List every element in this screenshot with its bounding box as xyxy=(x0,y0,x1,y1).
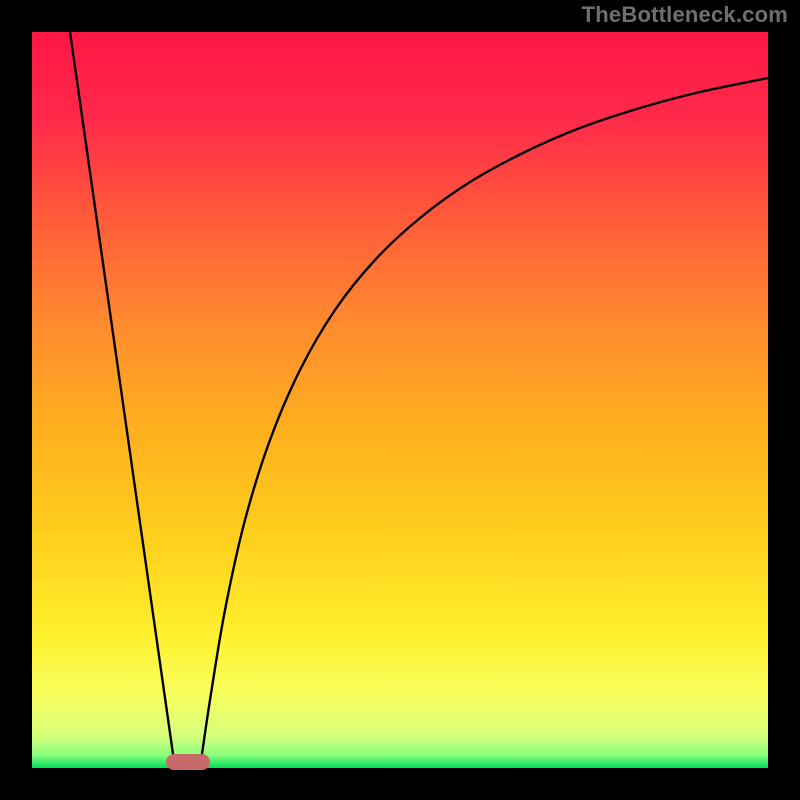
plot-area xyxy=(32,32,768,768)
watermark-text: TheBottleneck.com xyxy=(582,2,788,28)
bottleneck-chart: TheBottleneck.com xyxy=(0,0,800,800)
bottleneck-curve xyxy=(32,32,768,768)
optimal-marker xyxy=(166,754,210,770)
